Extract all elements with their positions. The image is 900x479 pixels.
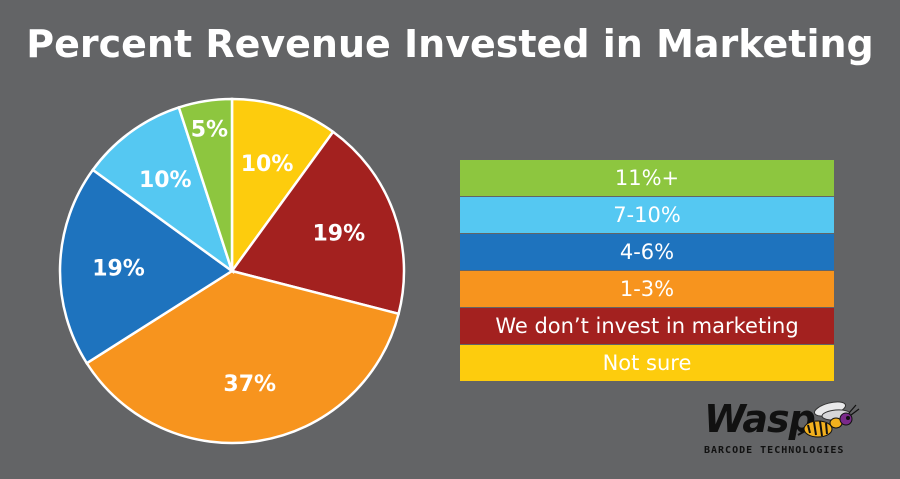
legend-item-1: 7-10% xyxy=(460,197,834,233)
pie-slice-label-5: 5% xyxy=(191,117,228,142)
pie-slice-label-4: 10% xyxy=(139,168,192,193)
pie-slice-label-2: 37% xyxy=(223,372,276,397)
legend-label: We don’t invest in marketing xyxy=(495,314,799,338)
pie-slice-0 xyxy=(230,97,335,275)
legend-label: 1-3% xyxy=(619,277,675,301)
legend-label: 11%+ xyxy=(614,166,680,190)
pie-slice-label-0: 10% xyxy=(241,152,294,177)
wasp-logo: Wasp BARCODE TECHNOLOGIES xyxy=(704,395,864,465)
pie-slice-4 xyxy=(91,105,235,275)
wasp-icon xyxy=(797,401,860,438)
legend: 11%+ 7-10% 4-6% 1-3% We don’t invest in mark… xyxy=(460,160,834,382)
pie-slice-1 xyxy=(229,130,406,316)
legend-item-5: Not sure xyxy=(460,345,834,381)
pie-slice-label-3: 19% xyxy=(92,256,145,281)
chart-title: Percent Revenue Invested in Marketing xyxy=(26,22,874,66)
pie-slice-label-1: 19% xyxy=(312,222,365,247)
legend-label: Not sure xyxy=(602,351,692,375)
legend-item-3: 1-3% xyxy=(460,271,834,307)
pie-chart: 10% 19% 37% 19% 10% 5% xyxy=(58,97,406,445)
legend-item-4: We don’t invest in marketing xyxy=(460,308,834,344)
logo-tagline: BARCODE TECHNOLOGIES xyxy=(704,445,845,456)
pie-slice-5 xyxy=(177,97,234,272)
legend-item-0: 11%+ xyxy=(460,160,834,196)
logo-wordmark: Wasp xyxy=(704,397,816,441)
pie-slice-3 xyxy=(58,168,235,365)
legend-label: 4-6% xyxy=(619,240,675,264)
legend-item-2: 4-6% xyxy=(460,234,834,270)
legend-label: 7-10% xyxy=(613,203,681,227)
